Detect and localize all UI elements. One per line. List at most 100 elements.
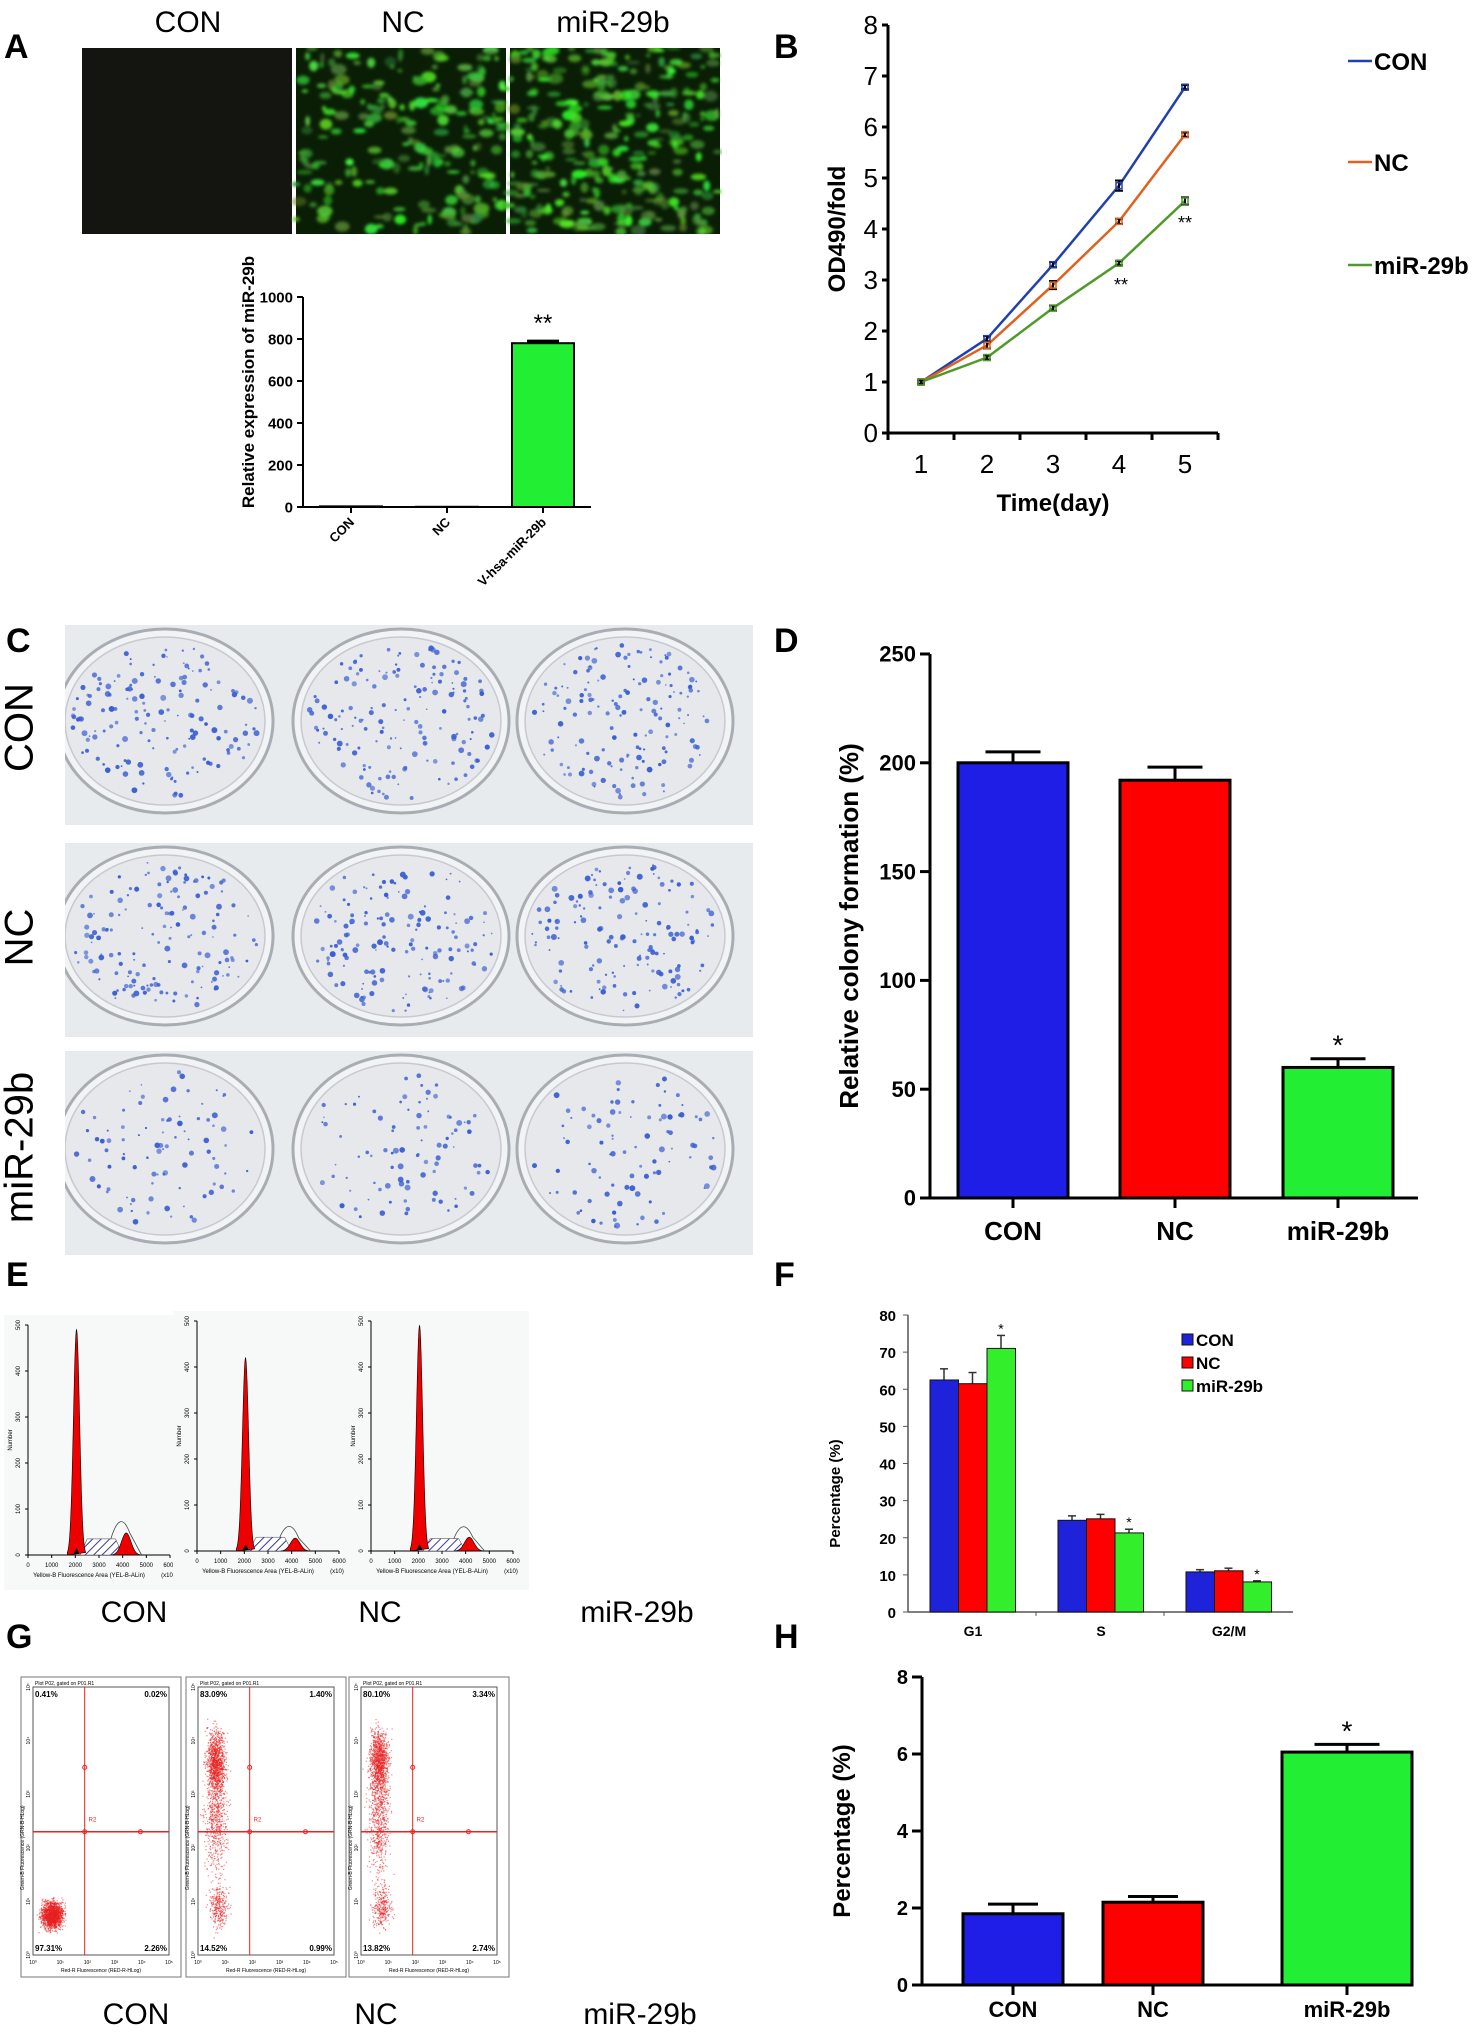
g-event bbox=[219, 1833, 221, 1835]
colony bbox=[195, 698, 200, 703]
colony bbox=[201, 965, 204, 968]
colony bbox=[358, 775, 364, 780]
colony bbox=[189, 913, 196, 920]
g-event bbox=[217, 1837, 219, 1840]
g-event bbox=[224, 1846, 227, 1849]
colony bbox=[566, 686, 569, 689]
colony bbox=[231, 903, 236, 908]
g-event bbox=[217, 1773, 219, 1775]
g-event bbox=[215, 1811, 217, 1813]
g-event bbox=[221, 1891, 223, 1893]
g-event bbox=[207, 1762, 209, 1764]
colony bbox=[342, 875, 347, 880]
colony bbox=[551, 885, 558, 892]
e-x-tick-label: 4000 bbox=[285, 1559, 299, 1565]
g-event bbox=[47, 1920, 49, 1923]
g-event bbox=[54, 1930, 57, 1932]
g-event bbox=[216, 1821, 218, 1824]
g-event bbox=[215, 1720, 217, 1722]
g-event bbox=[225, 1919, 227, 1922]
g-event bbox=[208, 1855, 210, 1857]
colony bbox=[688, 757, 694, 763]
colony bbox=[665, 735, 669, 739]
colony bbox=[601, 748, 605, 752]
f-y-tick-label: 40 bbox=[879, 1457, 896, 1474]
g-event bbox=[215, 1744, 217, 1746]
g-event bbox=[208, 1749, 210, 1751]
colony bbox=[624, 1184, 630, 1190]
colony bbox=[687, 923, 690, 926]
e-y-tick-label: 200 bbox=[16, 1457, 22, 1468]
g-event bbox=[225, 1797, 227, 1799]
g-event bbox=[213, 1842, 215, 1845]
g-event bbox=[215, 1784, 217, 1786]
e-y-tick-label: 0 bbox=[359, 1549, 365, 1553]
colony bbox=[158, 1142, 164, 1149]
f-y-tick-label: 20 bbox=[879, 1531, 896, 1548]
g-event bbox=[39, 1909, 41, 1911]
colony bbox=[224, 957, 230, 963]
colony bbox=[435, 1155, 441, 1161]
colony bbox=[617, 886, 624, 893]
e-y-tick-label: 100 bbox=[16, 1503, 22, 1514]
colony bbox=[230, 958, 235, 963]
colony bbox=[105, 927, 109, 931]
colony bbox=[462, 689, 467, 693]
g-event bbox=[220, 1865, 222, 1867]
colony bbox=[648, 945, 653, 950]
g-event bbox=[203, 1808, 205, 1810]
g-event bbox=[223, 1774, 225, 1776]
colony bbox=[416, 1073, 422, 1079]
colony bbox=[594, 867, 599, 872]
g-event bbox=[212, 1794, 214, 1796]
g-event bbox=[230, 1913, 232, 1915]
g-event bbox=[203, 1841, 206, 1843]
g-event bbox=[212, 1916, 215, 1918]
d-y-tick-label: 200 bbox=[879, 751, 916, 776]
g-event bbox=[221, 1806, 223, 1808]
g-event bbox=[220, 1777, 222, 1779]
colony bbox=[202, 1194, 207, 1199]
g-event bbox=[44, 1927, 46, 1929]
g-event bbox=[214, 1761, 217, 1763]
g-event bbox=[219, 1732, 221, 1735]
colony bbox=[338, 715, 341, 718]
colony bbox=[223, 729, 228, 734]
g-event bbox=[219, 1882, 221, 1884]
g-event bbox=[45, 1910, 47, 1912]
colony bbox=[363, 914, 367, 917]
g-event bbox=[221, 1741, 224, 1743]
colony bbox=[211, 1112, 218, 1119]
g-event bbox=[218, 1777, 220, 1779]
colony bbox=[609, 1109, 616, 1115]
g-event bbox=[216, 1825, 218, 1828]
colony bbox=[359, 654, 363, 658]
colony bbox=[205, 760, 211, 765]
colony bbox=[629, 1173, 635, 1179]
colony bbox=[658, 1118, 662, 1122]
colony bbox=[660, 1113, 667, 1120]
a-y-axis-label: Relative expression of miR-29b bbox=[239, 256, 258, 508]
colony bbox=[231, 688, 235, 693]
g-event bbox=[212, 1777, 214, 1780]
g-event bbox=[59, 1916, 61, 1918]
colony bbox=[655, 1083, 660, 1088]
g-event bbox=[217, 1768, 219, 1771]
g-event bbox=[207, 1759, 209, 1761]
g-event bbox=[41, 1899, 43, 1901]
colony bbox=[121, 1138, 125, 1142]
colony bbox=[608, 887, 615, 894]
colony bbox=[173, 779, 177, 783]
g-event bbox=[208, 1792, 210, 1794]
colony bbox=[164, 945, 171, 952]
g-event bbox=[215, 1743, 217, 1745]
g-event bbox=[59, 1911, 62, 1913]
g-event bbox=[223, 1829, 225, 1831]
b-y-tick-label: 4 bbox=[864, 214, 878, 244]
g-event bbox=[48, 1910, 50, 1912]
g-event bbox=[221, 1752, 223, 1754]
g-event bbox=[219, 1767, 221, 1770]
d-y-tick-label: 150 bbox=[879, 859, 916, 884]
g-event bbox=[47, 1931, 49, 1933]
b-y-tick-label: 6 bbox=[864, 112, 878, 142]
